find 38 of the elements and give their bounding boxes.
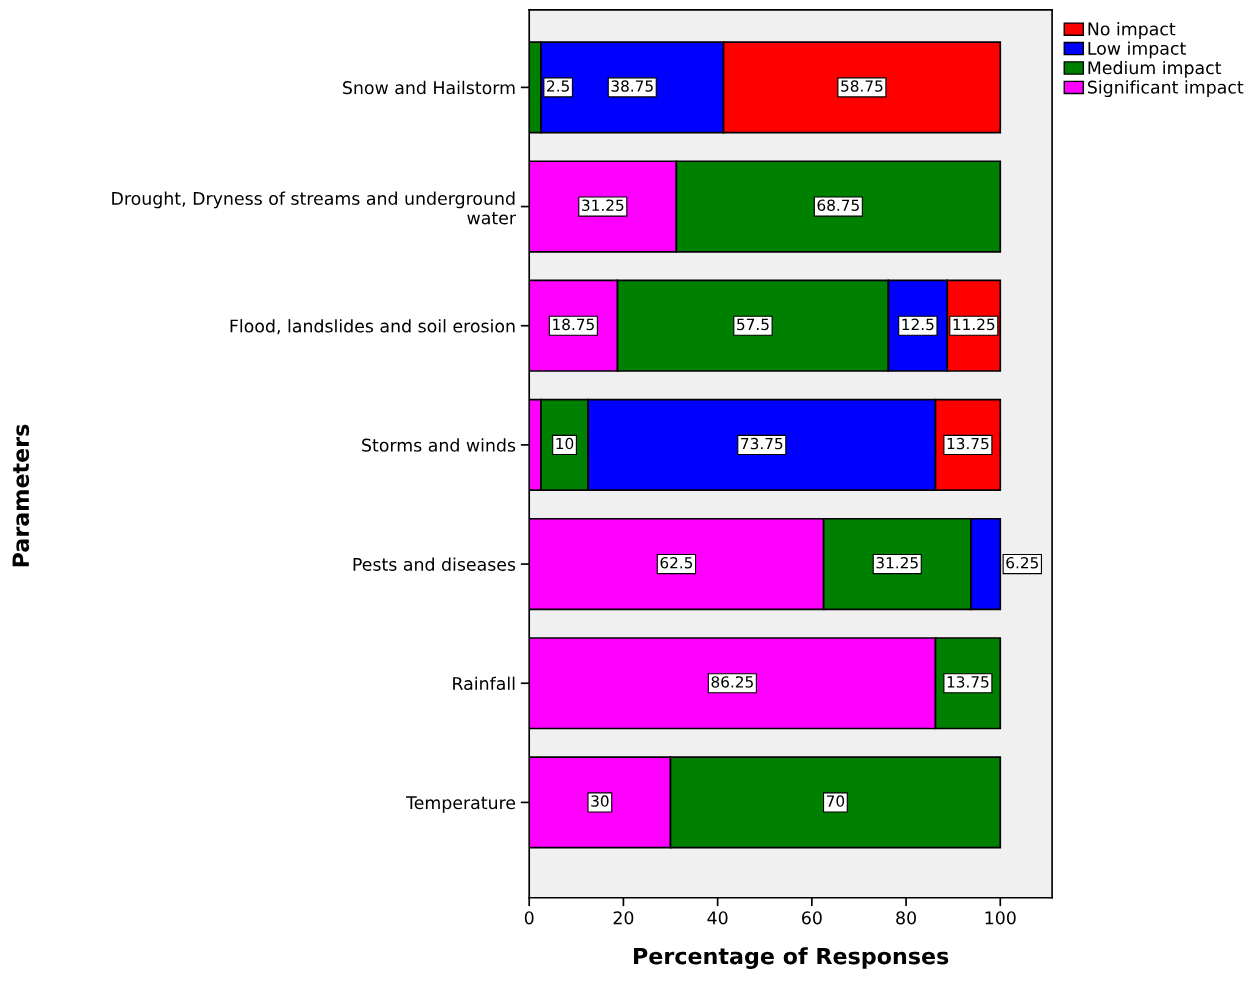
y-tick-label: Storms and winds bbox=[362, 438, 516, 452]
x-tick-label: 0 bbox=[524, 911, 534, 925]
data-label: 62.5 bbox=[660, 556, 693, 569]
data-label: 13.75 bbox=[947, 437, 989, 450]
y-tick-label: Rainfall bbox=[453, 676, 515, 691]
y-tick-label: Temperature bbox=[405, 796, 516, 813]
data-label: 30 bbox=[591, 795, 609, 807]
y-tick-label: Snow and Hailstorm bbox=[343, 80, 515, 95]
data-label: 6.25 bbox=[1006, 556, 1038, 569]
legend-label: Significant impact bbox=[1087, 80, 1244, 98]
data-label: 18.75 bbox=[553, 318, 594, 331]
data-label: 57.5 bbox=[737, 318, 769, 331]
y-tick-label: Drought, Dryness of streams and underground water bbox=[112, 191, 517, 225]
legend-label: Low impact bbox=[1088, 41, 1186, 59]
x-tick-label: 20 bbox=[613, 911, 634, 925]
data-label: 12.5 bbox=[902, 318, 934, 331]
y-axis-title: Parameters bbox=[12, 424, 30, 567]
data-label: 58.75 bbox=[841, 80, 883, 92]
legend-label: Medium impact bbox=[1088, 60, 1222, 78]
data-label: 68.75 bbox=[817, 199, 859, 211]
data-label: 73.75 bbox=[741, 437, 783, 450]
y-tick-label: Pests and diseases bbox=[353, 557, 516, 571]
x-axis-title: Percentage of Responses bbox=[634, 947, 949, 969]
data-label: 38.75 bbox=[611, 80, 653, 92]
data-label: 11.25 bbox=[953, 318, 995, 331]
data-label: 86.25 bbox=[711, 676, 753, 688]
legend-label: No impact bbox=[1088, 22, 1176, 39]
data-label: 2.5 bbox=[547, 80, 569, 92]
data-label: 31.25 bbox=[582, 199, 624, 211]
x-tick-label: 60 bbox=[802, 911, 822, 925]
data-label: 13.75 bbox=[947, 676, 989, 688]
x-tick-label: 80 bbox=[896, 911, 916, 925]
data-label: 70 bbox=[826, 795, 845, 807]
y-tick-label: Flood, landslides and soil erosion bbox=[230, 319, 515, 335]
x-tick-label: 40 bbox=[707, 911, 728, 925]
data-label: 10 bbox=[556, 437, 574, 450]
data-label: 31.25 bbox=[876, 556, 918, 569]
x-tick-label: 100 bbox=[985, 911, 1016, 925]
